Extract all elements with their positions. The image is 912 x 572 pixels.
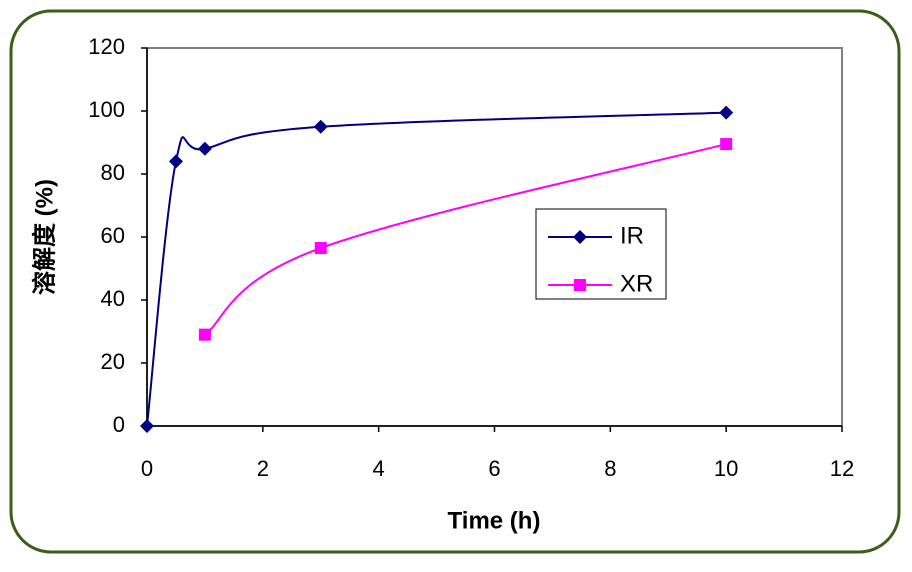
legend-label: XR [620, 270, 653, 297]
y-tick-label: 20 [101, 349, 125, 374]
y-tick-label: 120 [88, 34, 125, 59]
y-tick-label: 60 [101, 223, 125, 248]
marker [314, 242, 327, 255]
marker [720, 138, 733, 151]
marker [573, 230, 587, 244]
y-axis-title: 溶解度 (%) [30, 179, 58, 295]
y-tick-label: 0 [113, 412, 125, 437]
marker [197, 141, 212, 156]
plot-area [146, 47, 843, 427]
line [146, 111, 727, 427]
x-tick-label: 2 [257, 456, 269, 481]
x-axis-title: Time (h) [448, 507, 541, 534]
marker [168, 154, 183, 169]
x-tick-label: 4 [373, 456, 385, 481]
legend-label: IR [620, 222, 644, 249]
marker [140, 419, 154, 433]
y-tick-label: 80 [101, 160, 125, 185]
x-tick-label: 6 [488, 456, 500, 481]
marker [719, 105, 734, 120]
marker [313, 119, 328, 134]
x-tick-label: 12 [830, 456, 854, 481]
x-tick-label: 8 [604, 456, 616, 481]
marker [198, 328, 211, 341]
y-tick-label: 40 [101, 286, 125, 311]
x-tick-label: 10 [714, 456, 738, 481]
y-tick-label: 100 [88, 97, 125, 122]
line [204, 143, 727, 336]
marker [574, 279, 586, 291]
x-tick-label: 0 [141, 456, 153, 481]
